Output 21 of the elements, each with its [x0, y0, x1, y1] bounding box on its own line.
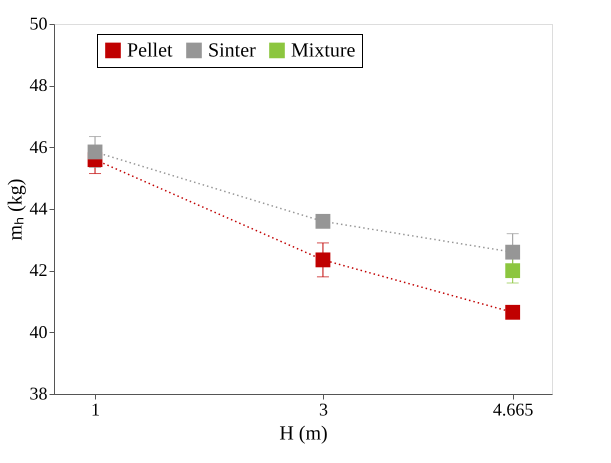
y-tick-label: 38	[30, 384, 48, 404]
x-tick-label: 1	[91, 400, 100, 420]
y-tick-label: 44	[30, 198, 48, 218]
y-tick-label: 40	[30, 322, 48, 342]
point	[316, 214, 330, 229]
x-tick-label: 4.665	[492, 400, 534, 420]
y-tick-label: 50	[30, 14, 48, 34]
point	[316, 252, 330, 268]
point	[505, 263, 520, 278]
x-axis-title: H (m)	[279, 422, 328, 444]
point	[505, 304, 520, 320]
y-tick-label: 48	[30, 75, 48, 96]
legend-label: Pellet	[127, 39, 173, 62]
point	[505, 244, 520, 260]
y-tick-label: 42	[30, 260, 48, 280]
x-tick-label: 3	[318, 400, 328, 420]
legend-label: Sinter	[208, 39, 256, 62]
y-tick-label: 46	[30, 136, 48, 157]
y-axis-title: mₕ (kg)	[4, 178, 26, 240]
point	[88, 144, 102, 160]
legend-label: Mixture	[291, 39, 356, 62]
